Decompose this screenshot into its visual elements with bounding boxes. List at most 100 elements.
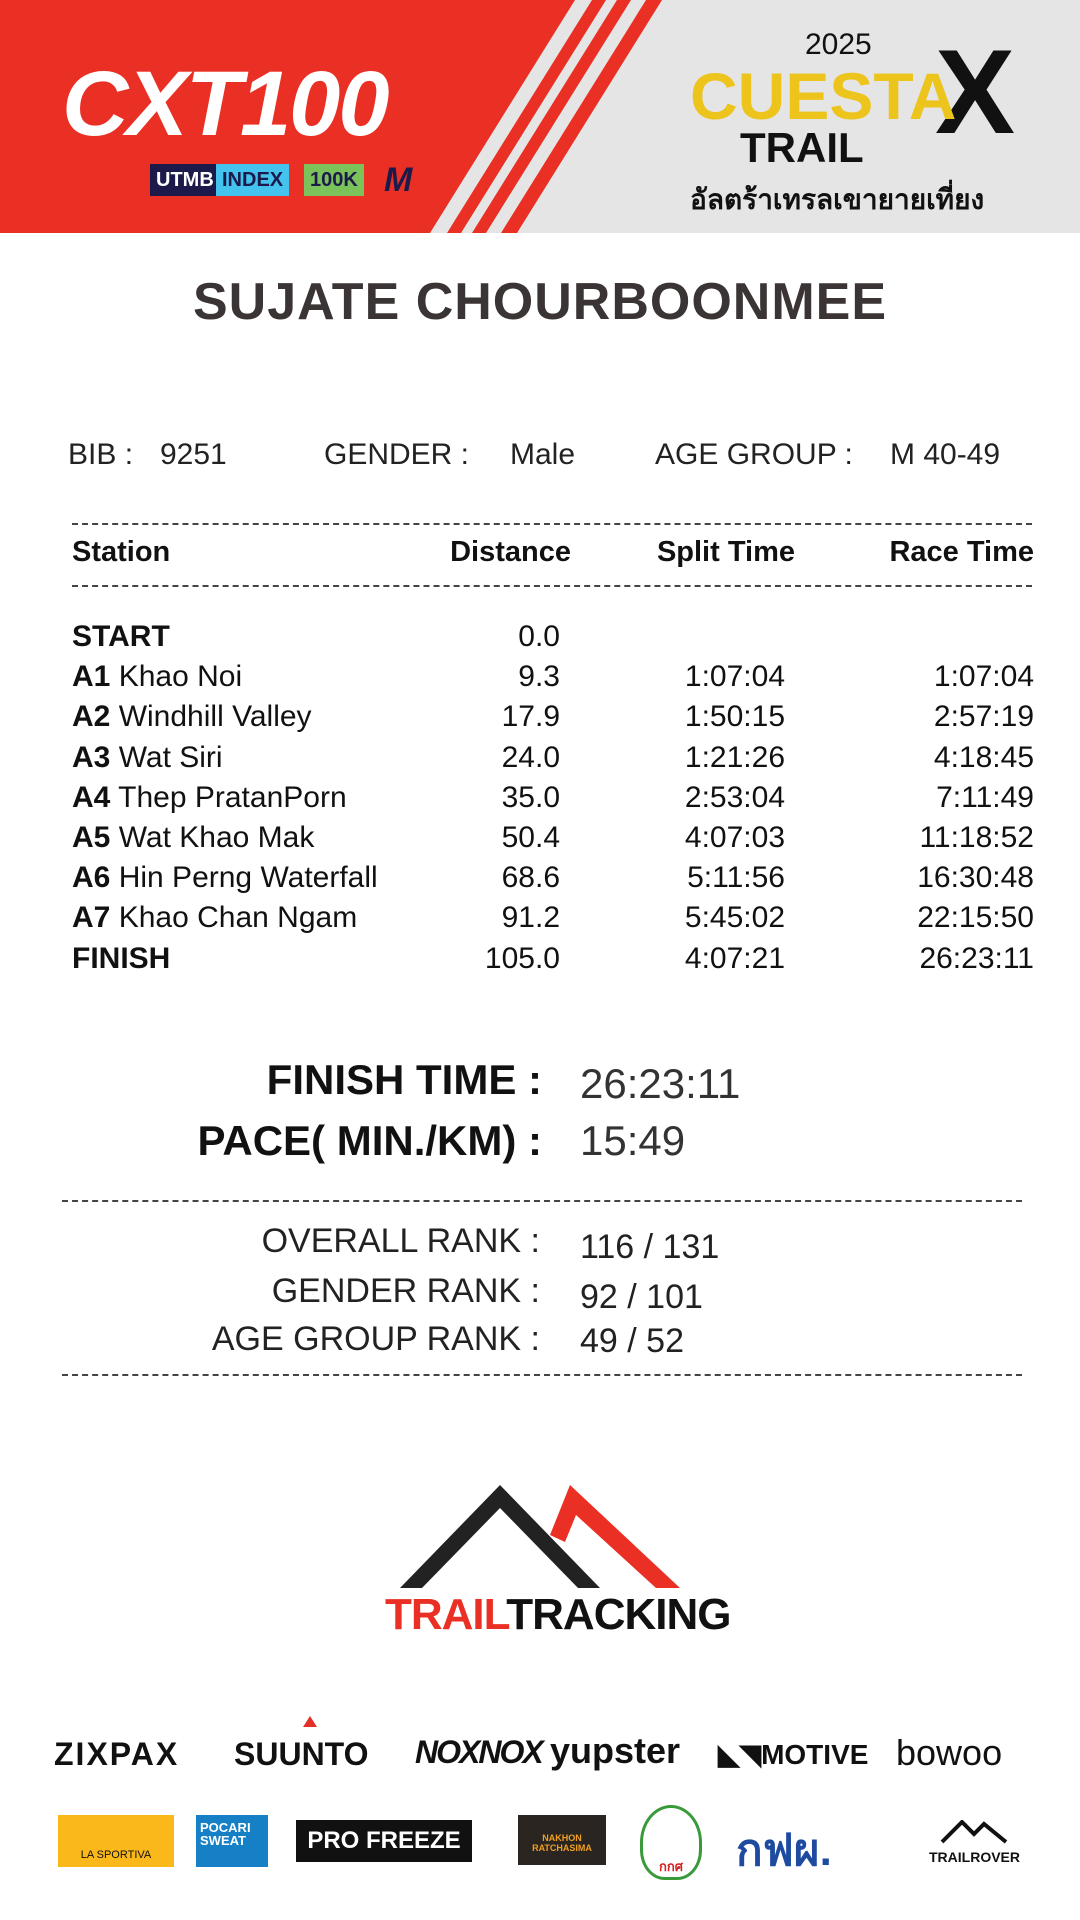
distance: 17.9 [501, 700, 560, 734]
station-name: Wat Khao Mak [118, 821, 315, 854]
divider [62, 1200, 1022, 1202]
header-station: Station [72, 536, 171, 568]
gender-rank-value: 92 / 101 [580, 1278, 703, 1316]
sponsor-pocari: POCARI SWEAT [196, 1815, 268, 1867]
station-code: A5 [72, 821, 111, 854]
distance: 24.0 [501, 740, 560, 774]
cxt100-logo: CXT100 [62, 53, 389, 155]
logo-trail: TRAIL [385, 1590, 507, 1639]
trail-logo: TRAIL [740, 124, 864, 171]
table-row: A3 Wat Siri 24.0 1:21:26 4:18:45 [72, 741, 1034, 781]
m-badge: M [384, 161, 413, 199]
gender-label: GENDER : [324, 438, 470, 471]
table-row: A1 Khao Noi 9.3 1:07:04 1:07:04 [72, 660, 1034, 700]
race-time: 11:18:52 [919, 821, 1034, 854]
cuesta-logo: CUESTA [690, 59, 957, 133]
age-group-value: M 40-49 [890, 438, 1001, 471]
station-code: A1 [72, 660, 111, 694]
gender-rank-label: GENDER RANK : [271, 1272, 540, 1310]
distance: 68.6 [501, 861, 560, 895]
bib-label: BIB : [68, 438, 134, 471]
divider [62, 1374, 1022, 1376]
finish-time-value: 26:23:11 [580, 1060, 741, 1107]
sponsor-bowoo: bowoo [896, 1732, 1003, 1773]
distance: 105.0 [484, 941, 560, 975]
station-name: Hin Perng Waterfall [118, 861, 378, 895]
header-race: Race Time [889, 536, 1034, 568]
sponsor-motive: ◣◥MOTIVE [718, 1739, 869, 1770]
distance: 91.2 [501, 901, 560, 935]
sponsor-zixpax: ZIXPAX [54, 1736, 180, 1772]
sponsor-yupster: yupster [550, 1730, 681, 1771]
runner-name: SUJATE CHOURBOONMEE [192, 273, 888, 331]
motive-text: MOTIVE [761, 1739, 869, 1770]
age-group-label: AGE GROUP : [655, 438, 853, 471]
station-code: A6 [72, 861, 111, 895]
pace-value: 15:49 [580, 1117, 686, 1164]
race-time: 2:57:19 [933, 700, 1034, 734]
distance: 50.4 [501, 821, 560, 854]
split-time: 4:07:21 [684, 941, 785, 975]
event-banner: CXT100 UTMB INDEX 100K M 2025 X CUESTA T… [0, 0, 1080, 233]
table-row: A6 Hin Perng Waterfall 68.6 5:11:56 16:3… [72, 861, 1034, 901]
overall-rank-label: OVERALL RANK : [261, 1222, 540, 1260]
sponsor-trailrover: TRAILROVER [922, 1819, 1027, 1865]
station-code: START [72, 620, 170, 653]
station-name: Windhill Valley [118, 700, 312, 734]
distance: 0.0 [518, 620, 560, 653]
logo-tracking: TRACKING [506, 1590, 731, 1639]
table-row: A7 Khao Chan Ngam 91.2 5:45:02 22:15:50 [72, 901, 1034, 941]
split-time: 4:07:03 [684, 821, 785, 854]
station-code: A3 [72, 740, 111, 774]
divider [72, 523, 1032, 525]
station: A4 Thep PratanPorn [72, 781, 347, 815]
gender-value: Male [510, 438, 576, 471]
station-name: Thep PratanPorn [118, 780, 347, 814]
pace-label: PACE( MIN./KM) : [197, 1117, 542, 1164]
distance: 9.3 [518, 660, 560, 694]
index-badge: INDEX [216, 164, 290, 196]
age-rank-label: AGE GROUP RANK : [211, 1320, 540, 1358]
race-time: 4:18:45 [933, 740, 1034, 774]
station: FINISH [72, 942, 170, 976]
race-time: 1:07:04 [933, 660, 1034, 694]
sponsor-profreeze: PRO FREEZE [296, 1820, 472, 1862]
suunto-triangle-icon [303, 1716, 317, 1727]
100k-badge: 100K [304, 164, 364, 196]
sponsor-noxnox: NOXNOX [415, 1734, 544, 1770]
race-time: 26:23:11 [919, 941, 1034, 975]
table-row: A2 Windhill Valley 17.9 1:50:15 2:57:19 [72, 700, 1034, 740]
split-time: 5:11:56 [687, 861, 785, 895]
overall-rank-value: 116 / 131 [580, 1228, 720, 1266]
sponsor-suunto: SUUNTO [234, 1736, 369, 1772]
thai-title: อัลตร้าเทรลเขายายเที่ยง [690, 184, 985, 215]
header-split: Split Time [656, 536, 795, 568]
trailrover-text: TRAILROVER [929, 1849, 1020, 1865]
race-time: 16:30:48 [917, 861, 1034, 895]
distance: 35.0 [501, 780, 560, 814]
station: A1 Khao Noi [72, 660, 242, 694]
station-code: A2 [72, 700, 111, 734]
sponsor-egat: กฟผ. [736, 1826, 832, 1875]
divider [72, 585, 1032, 587]
table-row: A5 Wat Khao Mak 50.4 4:07:03 11:18:52 [72, 821, 1034, 861]
station: A6 Hin Perng Waterfall [72, 861, 378, 895]
x-logo-icon: X [935, 25, 1016, 159]
finish-time-label: FINISH TIME : [266, 1056, 542, 1103]
split-time: 1:50:15 [684, 700, 785, 734]
age-rank-value: 49 / 52 [580, 1322, 684, 1360]
trailtracking-logo: TRAILTRACKING [385, 1590, 731, 1640]
station: A5 Wat Khao Mak [72, 821, 314, 855]
race-time: 7:11:49 [936, 780, 1034, 814]
station-code: A7 [72, 901, 111, 935]
station-name: Khao Noi [118, 660, 243, 694]
station-code: FINISH [72, 941, 171, 975]
split-time: 1:21:26 [684, 740, 785, 774]
split-time: 1:07:04 [684, 660, 785, 694]
station-name: Khao Chan Ngam [118, 901, 358, 935]
station: START [72, 620, 170, 654]
split-time: 5:45:02 [684, 901, 785, 935]
header-distance: Distance [450, 536, 571, 568]
table-row: A4 Thep PratanPorn 35.0 2:53:04 7:11:49 [72, 781, 1034, 821]
station: A3 Wat Siri [72, 741, 223, 775]
